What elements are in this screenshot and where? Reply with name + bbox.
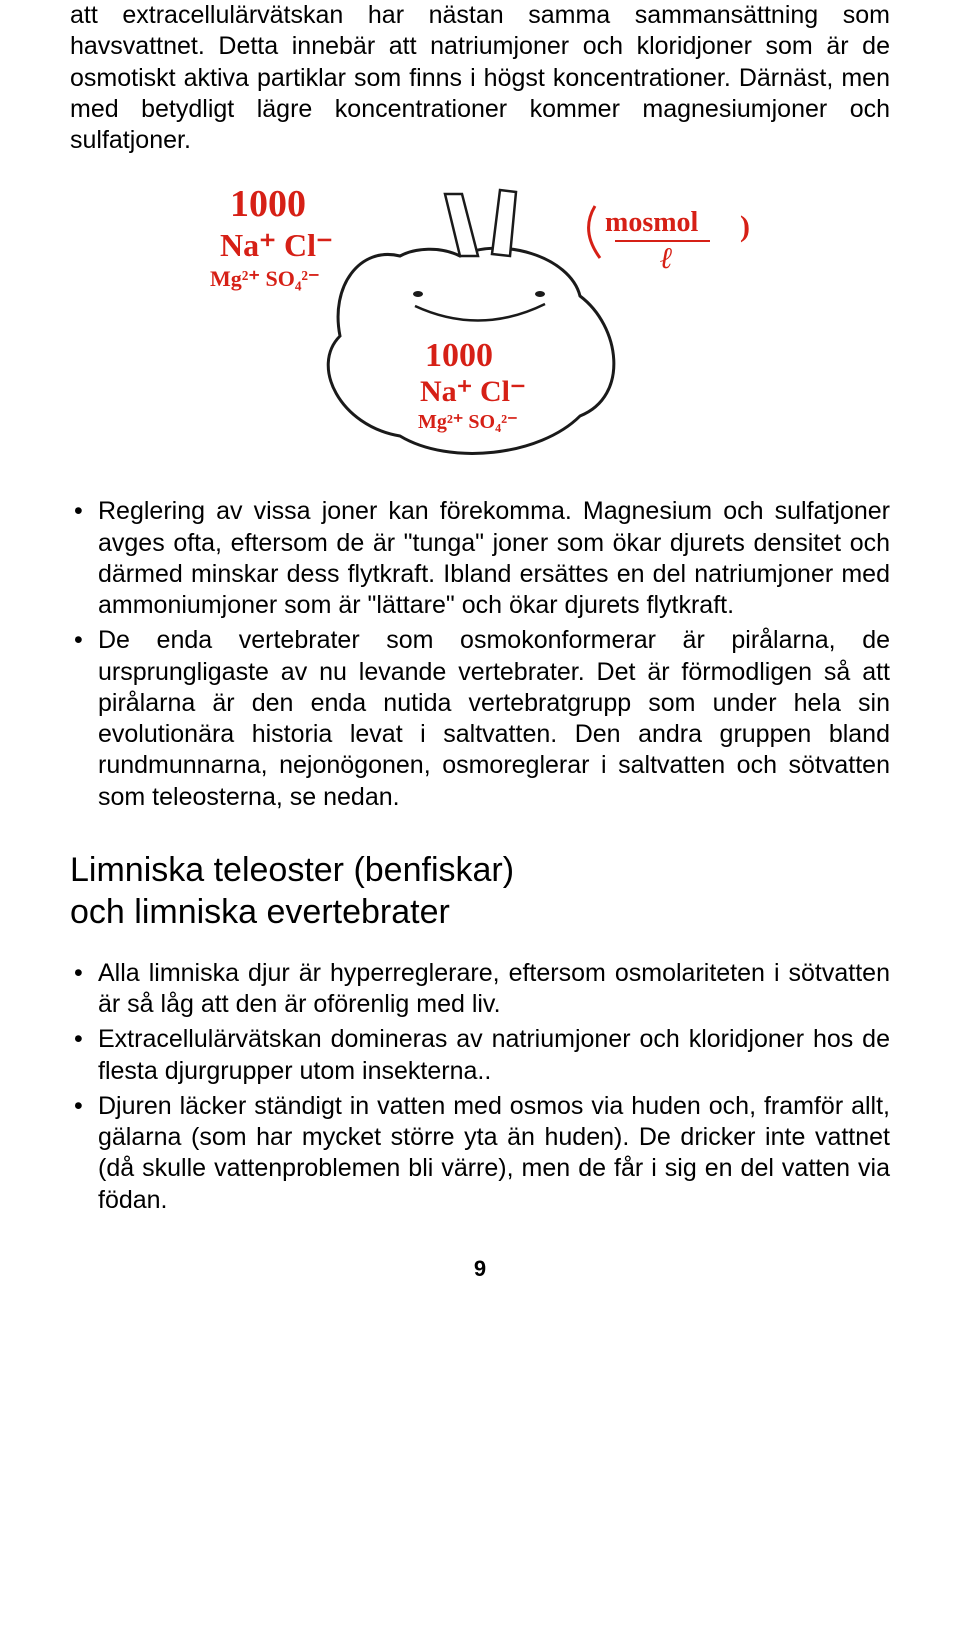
bullet-list-1: Reglering av vissa joner kan förekomma. … [70,496,890,813]
inside-value: 1000 [425,337,493,374]
list-item: Extracellulärvätskan domineras av natriu… [70,1024,890,1087]
section-heading: Limniska teleoster (benfiskar)och limnis… [70,849,890,934]
inside-ions-1: Na⁺ Cl⁻ [420,375,526,408]
outside-value: 1000 [230,183,306,225]
eye-right [535,291,545,297]
eye-left [413,291,423,297]
antenna-1 [445,194,478,256]
paren-curve [589,206,600,258]
list-item: Djuren läcker ständigt in vatten med osm… [70,1091,890,1216]
list-item: Reglering av vissa joner kan förekomma. … [70,496,890,621]
outside-ions-1: Na⁺ Cl⁻ [220,227,333,263]
list-item: De enda vertebrater som osmokonformerar … [70,625,890,813]
page-number: 9 [70,1256,890,1282]
inside-ions-2: Mg²⁺ SO₄²⁻ [418,411,518,433]
unit-label-top: mosmol [605,207,699,238]
page-container: att extracellulärvätskan har nästan samm… [0,0,960,1322]
outside-ions-2: Mg²⁺ SO₄²⁻ [210,266,320,291]
paren-close: ) [740,210,750,243]
intro-paragraph: att extracellulärvätskan har nästan samm… [70,0,890,156]
list-item: Alla limniska djur är hyperreglerare, ef… [70,958,890,1021]
cell-illustration: 1000 Na⁺ Cl⁻ Mg²⁺ SO₄²⁻ mosmol ℓ ) 1000 … [200,176,760,476]
unit-label-bottom: ℓ [660,242,673,275]
bullet-list-2: Alla limniska djur är hyperreglerare, ef… [70,958,890,1216]
antenna-2 [492,190,516,256]
